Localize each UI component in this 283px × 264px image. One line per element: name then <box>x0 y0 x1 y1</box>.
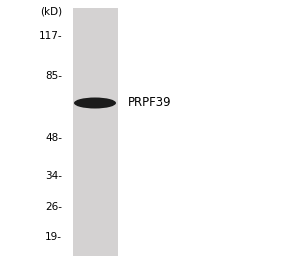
Text: (kD): (kD) <box>40 7 62 17</box>
Text: 85-: 85- <box>45 71 62 81</box>
Text: 117-: 117- <box>38 31 62 41</box>
Text: 19-: 19- <box>45 232 62 242</box>
Text: 26-: 26- <box>45 202 62 212</box>
Text: 48-: 48- <box>45 133 62 143</box>
Text: PRPF39: PRPF39 <box>128 97 171 110</box>
Text: 34-: 34- <box>45 171 62 181</box>
Ellipse shape <box>74 97 116 109</box>
Bar <box>73 8 118 256</box>
